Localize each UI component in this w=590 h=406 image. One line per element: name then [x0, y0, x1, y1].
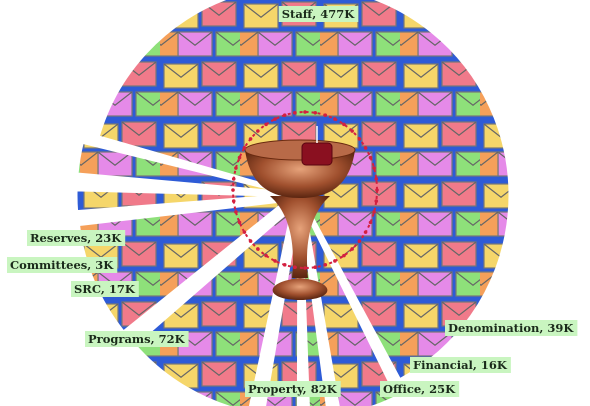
- label-programs: Programs, 72K: [85, 331, 189, 347]
- svg-text:Committees, 3K: Committees, 3K: [10, 258, 114, 272]
- svg-text:Programs, 72K: Programs, 72K: [88, 332, 186, 346]
- pie-labels: Staff, 477K Denomination, 39K Financial, 1…: [7, 6, 578, 397]
- pie-slice-property: [132, 202, 296, 406]
- svg-text:Property, 82K: Property, 82K: [248, 382, 338, 396]
- label-staff: Staff, 477K: [278, 6, 359, 22]
- svg-text:Office, 25K: Office, 25K: [383, 382, 456, 396]
- label-financial: Financial, 16K: [410, 357, 511, 373]
- pie-slice-financial: [299, 208, 329, 406]
- label-property: Property, 82K: [245, 381, 341, 397]
- pie-slice-office: [263, 208, 301, 406]
- label-office: Office, 25K: [380, 381, 460, 397]
- svg-text:SRC, 17K: SRC, 17K: [74, 282, 136, 296]
- svg-text:Financial, 16K: Financial, 16K: [413, 358, 508, 372]
- label-denomination: Denomination, 39K: [445, 320, 578, 336]
- label-src: SRC, 17K: [71, 281, 139, 297]
- svg-text:Denomination, 39K: Denomination, 39K: [448, 321, 574, 335]
- chalice-decoration: [231, 110, 379, 300]
- label-committees: Committees, 3K: [7, 257, 118, 273]
- label-reserves: Reserves, 23K: [27, 230, 126, 246]
- svg-text:Reserves, 23K: Reserves, 23K: [30, 231, 122, 245]
- svg-text:Staff, 477K: Staff, 477K: [282, 7, 356, 21]
